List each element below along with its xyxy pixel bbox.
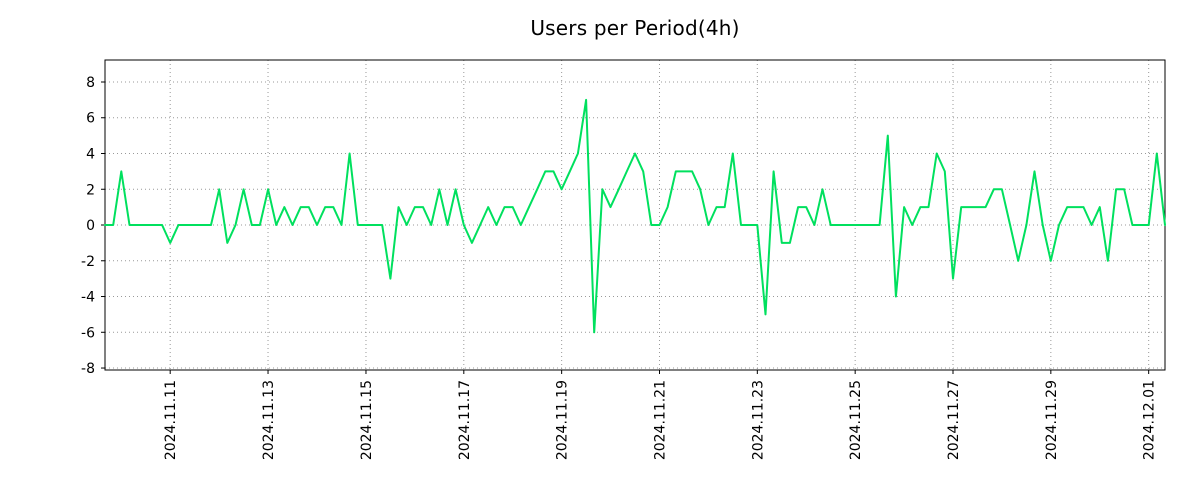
x-tick-label: 2024.11.29	[1044, 380, 1060, 460]
x-tick-label: 2024.11.11	[163, 380, 179, 460]
y-tick-label: -8	[81, 361, 95, 377]
y-tick-label: 4	[86, 147, 95, 163]
y-tick-label: -6	[81, 325, 95, 341]
plot-area	[105, 60, 1165, 370]
x-tick-label: 2024.11.15	[359, 380, 375, 460]
y-tick-label: 0	[86, 218, 95, 234]
y-tick-label: 2	[86, 182, 95, 198]
chart-title: Users per Period(4h)	[530, 16, 740, 40]
x-tick-label: 2024.11.27	[946, 380, 962, 460]
y-tick-label: 8	[86, 75, 95, 91]
x-tick-label: 2024.11.17	[457, 380, 473, 460]
x-tick-label: 2024.11.13	[261, 380, 277, 460]
x-tick-label: 2024.11.19	[555, 380, 571, 460]
x-tick-label: 2024.11.25	[848, 380, 864, 460]
y-tick-label: 6	[86, 111, 95, 127]
y-tick-label: -4	[81, 290, 95, 306]
x-tick-label: 2024.11.21	[652, 380, 668, 460]
plot-border	[104, 59, 1166, 371]
x-tick-label: 2024.11.23	[750, 380, 766, 460]
y-tick-label: -2	[81, 254, 95, 270]
data-line	[104, 98, 1166, 334]
x-tick-label: 2024.12.01	[1142, 380, 1158, 460]
